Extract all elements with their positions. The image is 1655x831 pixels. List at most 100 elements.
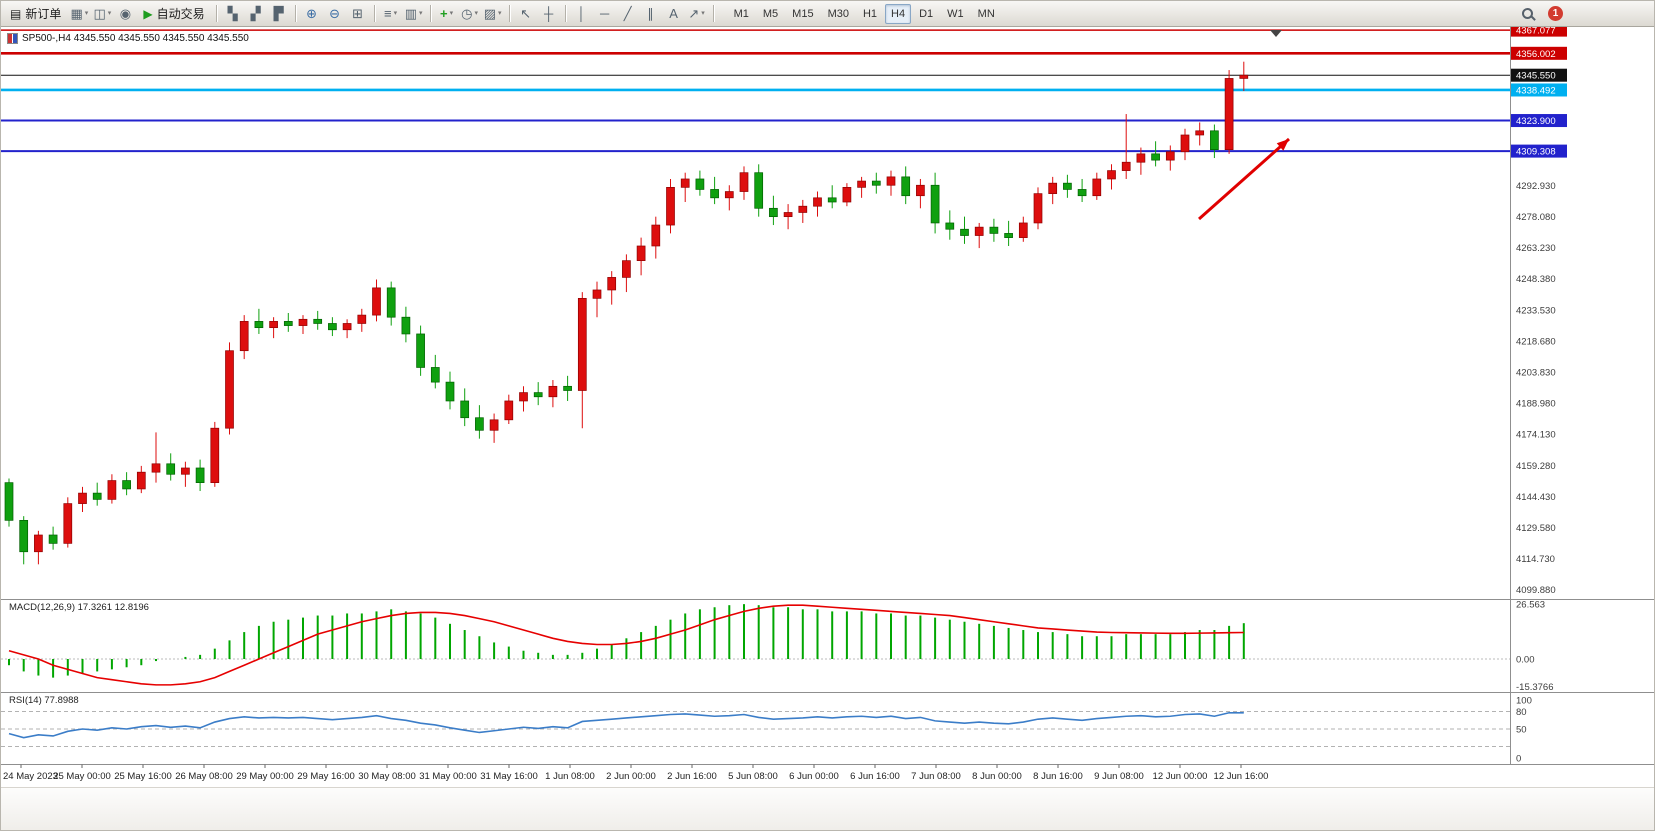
zoom-in-icon[interactable]: ⊕ bbox=[306, 6, 318, 21]
chart-canvas[interactable]: 4292.930 4278.080 4263.230 4248.380 4233.530… bbox=[1, 27, 1655, 787]
timeframe-w1[interactable]: W1 bbox=[947, 7, 964, 20]
trend-arrow-annotation[interactable] bbox=[1198, 137, 1290, 221]
data-window-icon[interactable]: ▛ bbox=[273, 6, 284, 21]
svg-text:31 May 16:00: 31 May 16:00 bbox=[480, 771, 538, 782]
templates-icon[interactable]: ▨ bbox=[482, 3, 504, 25]
candles bbox=[4, 61, 1249, 565]
svg-text:8 Jun 16:00: 8 Jun 16:00 bbox=[1033, 771, 1083, 782]
svg-text:2 Jun 16:00: 2 Jun 16:00 bbox=[667, 771, 717, 782]
svg-text:4159.280: 4159.280 bbox=[1516, 461, 1556, 472]
horizontal-lines[interactable] bbox=[1, 29, 1510, 153]
timeframe-m15[interactable]: M15 bbox=[792, 7, 814, 20]
svg-text:4345.550: 4345.550 bbox=[1516, 71, 1556, 82]
svg-text:4323.900: 4323.900 bbox=[1516, 116, 1556, 127]
svg-text:26.563: 26.563 bbox=[1516, 600, 1545, 611]
vertical-line-tool-icon[interactable]: │ bbox=[577, 6, 586, 21]
svg-text:6 Jun 00:00: 6 Jun 00:00 bbox=[789, 771, 839, 782]
svg-text:-15.3766: -15.3766 bbox=[1516, 682, 1554, 693]
toolbar-separator bbox=[508, 5, 510, 22]
main-toolbar: ▤ 新订单 ▦ ◫ ◉ ▶ 自动交易 ▚ ▞ ▛ ⊕ ⊖ ⊞ ≡ ▥ + ◷ ▨… bbox=[1, 1, 1654, 27]
svg-text:1 Jun 08:00: 1 Jun 08:00 bbox=[545, 771, 595, 782]
magnifier-glyph bbox=[1521, 8, 1533, 19]
svg-text:30 May 08:00: 30 May 08:00 bbox=[358, 771, 416, 782]
bar-chart-mode-icon[interactable]: ≡ bbox=[380, 3, 402, 25]
svg-text:4188.980: 4188.980 bbox=[1516, 399, 1556, 410]
svg-text:4338.492: 4338.492 bbox=[1516, 85, 1556, 96]
new-chart-icon[interactable]: ▚ bbox=[227, 6, 238, 21]
toolbar-separator bbox=[429, 5, 431, 22]
cursor-tool-icon[interactable]: ↖ bbox=[520, 6, 532, 21]
text-tool-icon[interactable]: A bbox=[669, 6, 678, 21]
svg-text:80: 80 bbox=[1516, 707, 1527, 718]
autotrade-button[interactable]: ▶ 自动交易 bbox=[137, 3, 210, 25]
toolbar-separator bbox=[215, 5, 217, 22]
new-order-button[interactable]: ▤ 新订单 bbox=[4, 3, 67, 25]
macd-label: MACD(12,26,9) 17.3261 12.8196 bbox=[9, 602, 149, 613]
svg-text:6 Jun 16:00: 6 Jun 16:00 bbox=[850, 771, 900, 782]
periods-icon[interactable]: ◷ bbox=[459, 3, 481, 25]
timeframe-m1[interactable]: M1 bbox=[733, 7, 749, 20]
svg-text:24 May 2023: 24 May 2023 bbox=[3, 771, 58, 782]
profiles-icon[interactable]: ◫ bbox=[91, 3, 113, 25]
crosshair-tool-icon[interactable]: ┼ bbox=[544, 6, 554, 21]
timeframe-h1[interactable]: H1 bbox=[862, 7, 878, 20]
chart-shift-marker[interactable] bbox=[1270, 30, 1282, 37]
svg-text:4203.830: 4203.830 bbox=[1516, 368, 1556, 379]
zoom-out-icon[interactable]: ⊖ bbox=[329, 6, 341, 21]
new-order-icon: ▤ bbox=[10, 6, 22, 21]
autotrade-label: 自动交易 bbox=[156, 6, 205, 21]
svg-text:2 Jun 00:00: 2 Jun 00:00 bbox=[606, 771, 656, 782]
svg-text:50: 50 bbox=[1516, 725, 1527, 736]
window-bottom-strip bbox=[1, 787, 1654, 830]
svg-text:12 Jun 00:00: 12 Jun 00:00 bbox=[1153, 771, 1208, 782]
svg-text:4263.230: 4263.230 bbox=[1516, 243, 1556, 254]
svg-text:4356.002: 4356.002 bbox=[1516, 49, 1556, 60]
svg-text:4174.130: 4174.130 bbox=[1516, 430, 1556, 441]
svg-text:4233.530: 4233.530 bbox=[1516, 305, 1556, 316]
chart-header: SP500-,H4 4345.550 4345.550 4345.550 434… bbox=[7, 33, 249, 44]
add-indicator-icon[interactable]: + bbox=[436, 3, 458, 25]
timeframe-mn[interactable]: MN bbox=[977, 7, 995, 20]
arrows-tool-icon[interactable]: ↗ bbox=[686, 3, 708, 25]
channel-tool-icon[interactable]: ∥ bbox=[647, 6, 654, 21]
svg-text:5 Jun 08:00: 5 Jun 08:00 bbox=[728, 771, 778, 782]
chart-header-text: SP500-,H4 4345.550 4345.550 4345.550 434… bbox=[22, 33, 249, 44]
timeframe-group: M1 M5 M15 M30 H1 H4 D1 W1 MN bbox=[727, 3, 1002, 24]
timeframe-m5[interactable]: M5 bbox=[762, 7, 779, 20]
timeframe-d1[interactable]: D1 bbox=[919, 7, 934, 20]
svg-text:4144.430: 4144.430 bbox=[1516, 492, 1556, 503]
chart-area: 4292.930 4278.080 4263.230 4248.380 4233.530… bbox=[1, 27, 1655, 787]
macd-pane: 26.563 0.00 -15.3766 bbox=[1, 600, 1554, 693]
toolbar-separator bbox=[712, 5, 714, 22]
tile-windows-icon[interactable]: ⊞ bbox=[352, 6, 364, 21]
notification-badge[interactable]: 1 bbox=[1548, 6, 1563, 21]
candlestick-mode-icon[interactable]: ▥ bbox=[403, 3, 425, 25]
horizontal-line-tool-icon[interactable]: ─ bbox=[600, 6, 610, 21]
community-icon[interactable]: ◉ bbox=[119, 6, 132, 21]
svg-text:4278.080: 4278.080 bbox=[1516, 212, 1556, 223]
toolbar-separator bbox=[564, 5, 566, 22]
svg-text:4292.930: 4292.930 bbox=[1516, 181, 1556, 192]
toolbar-separator bbox=[373, 5, 375, 22]
profile-window-icon[interactable]: ▞ bbox=[250, 6, 261, 21]
svg-text:0: 0 bbox=[1516, 754, 1521, 765]
svg-text:4129.580: 4129.580 bbox=[1516, 523, 1556, 534]
svg-text:12 Jun 16:00: 12 Jun 16:00 bbox=[1214, 771, 1269, 782]
svg-text:25 May 00:00: 25 May 00:00 bbox=[53, 771, 111, 782]
price-badges: 4367.077 4356.002 4345.550 4338.492 4323.900… bbox=[1511, 27, 1567, 158]
trendline-tool-icon[interactable]: ╱ bbox=[623, 6, 632, 21]
timeframe-h4[interactable]: H4 bbox=[885, 3, 912, 24]
svg-text:9 Jun 08:00: 9 Jun 08:00 bbox=[1094, 771, 1144, 782]
svg-text:4114.730: 4114.730 bbox=[1516, 554, 1555, 565]
charts-menu-icon[interactable]: ▦ bbox=[68, 3, 90, 25]
symbol-icon bbox=[7, 33, 18, 44]
svg-text:4367.077: 4367.077 bbox=[1516, 27, 1556, 37]
new-order-label: 新订单 bbox=[25, 6, 62, 21]
svg-text:8 Jun 00:00: 8 Jun 00:00 bbox=[972, 771, 1022, 782]
timeframe-m30[interactable]: M30 bbox=[827, 7, 849, 20]
search-icon[interactable] bbox=[1516, 3, 1538, 25]
toolbar-separator bbox=[294, 5, 296, 22]
